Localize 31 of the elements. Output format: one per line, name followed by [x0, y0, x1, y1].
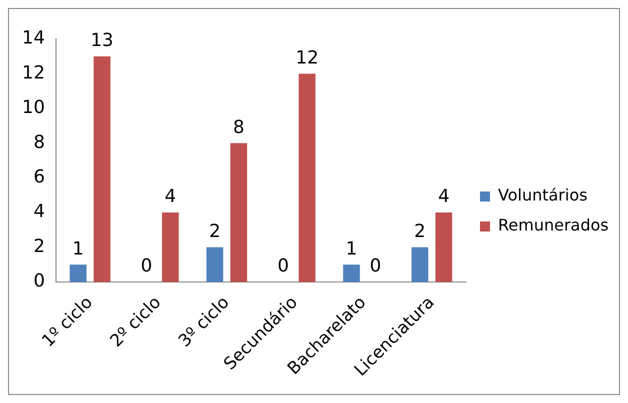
legend-label: Voluntários — [498, 186, 588, 205]
data-label: 0 — [370, 256, 382, 277]
bar — [435, 212, 452, 282]
data-label: 2 — [209, 220, 221, 242]
data-label: 12 — [296, 47, 319, 68]
y-tick-label: 10 — [22, 97, 45, 118]
data-label: 4 — [164, 186, 176, 208]
data-label: 2 — [414, 220, 426, 242]
bar — [411, 247, 428, 282]
bar — [206, 247, 224, 282]
y-tick-label: 12 — [22, 62, 45, 84]
data-label: 0 — [277, 256, 289, 277]
data-label: 4 — [438, 186, 450, 208]
bar — [70, 264, 86, 282]
bar — [298, 74, 316, 282]
y-tick-label: 4 — [33, 201, 45, 222]
bar — [162, 212, 179, 282]
y-tick-label: 14 — [22, 28, 45, 49]
y-tick-label: 0 — [33, 270, 45, 292]
y-tick-label: 2 — [33, 236, 45, 257]
y-tick-label: 8 — [33, 132, 45, 153]
data-label: 13 — [90, 30, 114, 52]
data-label: 1 — [72, 238, 84, 260]
bar — [343, 264, 360, 282]
data-label: 1 — [346, 238, 358, 260]
data-label: 8 — [233, 116, 244, 138]
bar — [94, 56, 110, 282]
data-label: 0 — [140, 256, 152, 277]
legend-label: Remunerados — [498, 216, 609, 235]
y-tick-label: 6 — [33, 166, 45, 188]
bar — [230, 143, 248, 282]
